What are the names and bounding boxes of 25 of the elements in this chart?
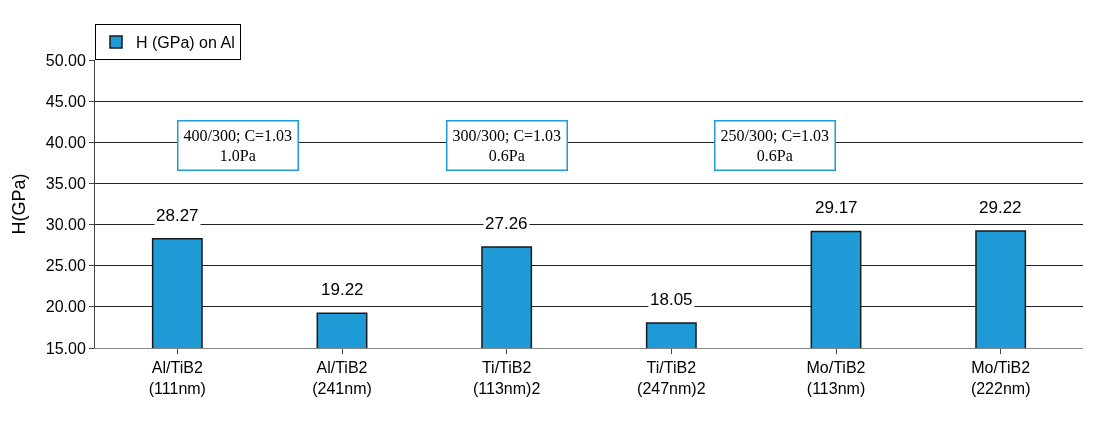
y-tick-label: 50.00 [45,51,86,69]
y-tick-label: 20.00 [45,298,86,316]
y-tick-label: 40.00 [45,133,86,151]
legend-label: H (GPa) on Al [136,34,235,52]
y-tick-label: 45.00 [45,92,86,110]
y-tick-label: 30.00 [45,216,86,234]
data-label: 28.27 [156,206,199,225]
data-label: 29.22 [979,198,1022,217]
data-label: 27.26 [485,214,528,233]
x-tick-label: Al/TiB2 (111nm) [148,359,206,397]
data-label: 18.05 [650,290,693,309]
y-tick-label: 25.00 [45,257,86,275]
y-tick-label: 35.00 [45,175,86,193]
x-tick-label: Al/TiB2 (241nm) [312,359,372,397]
x-tick-label: Ti/TiB2 (247nm)2 [637,359,706,397]
annotation: 300/300; C=1.03 0.6Pa [452,126,562,165]
y-axis-title: H(GPa) [8,173,29,235]
y-tick-label: 15.00 [45,339,86,357]
x-tick-label: Mo/TiB2 (222nm) [970,359,1031,397]
x-tick-label: Mo/TiB2 (113nm) [806,359,866,397]
annotation: 400/300; C=1.03 1.0Pa [183,126,293,165]
data-label: 19.22 [321,280,364,299]
x-tick-label: Ti/TiB2 (113nm)2 [473,359,541,397]
annotation: 250/300; C=1.03 0.6Pa [720,126,830,165]
data-label: 29.17 [815,198,858,217]
